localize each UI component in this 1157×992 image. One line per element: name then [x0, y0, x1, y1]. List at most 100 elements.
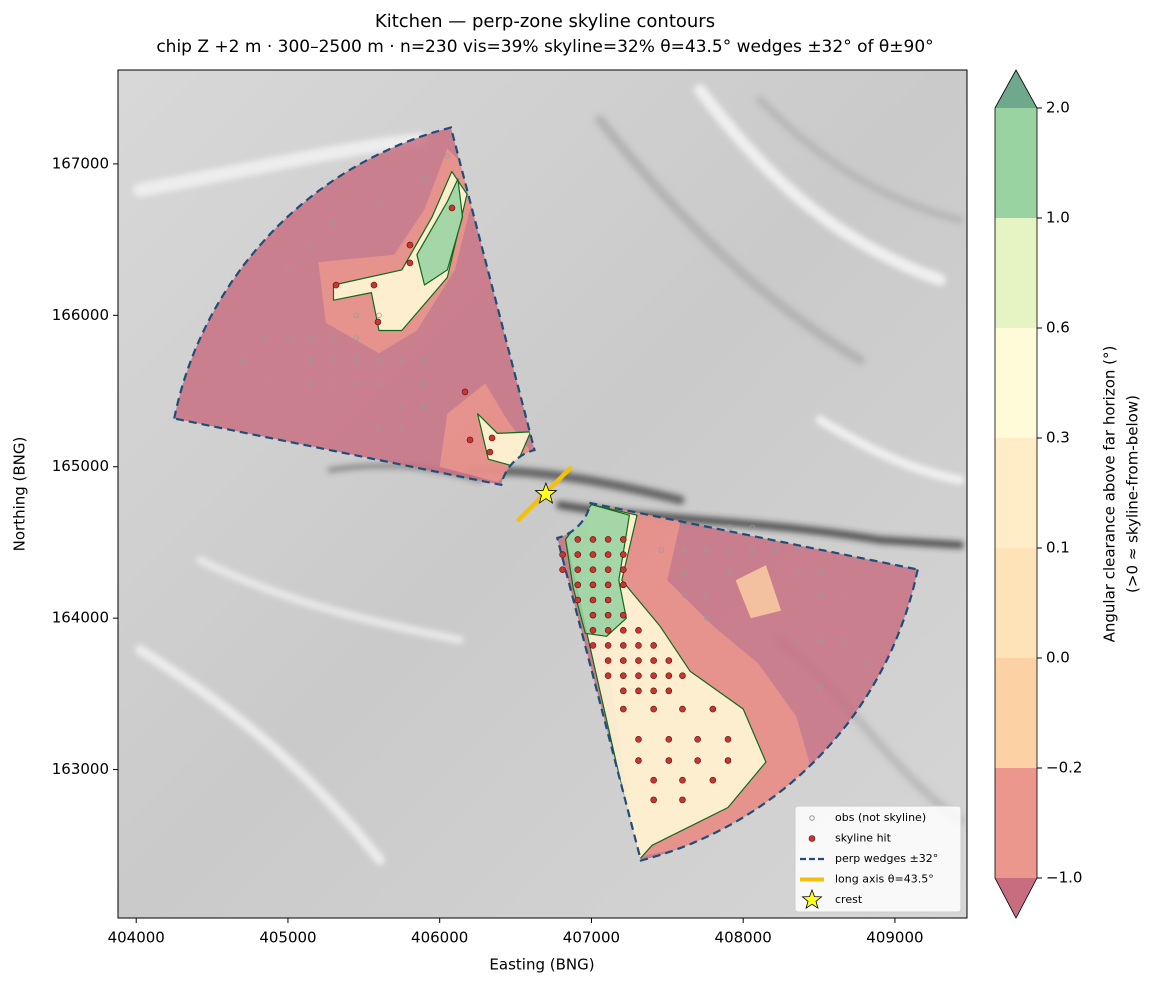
obs-point — [704, 592, 710, 599]
skyline-hit — [448, 204, 456, 212]
y-tick-label: 164000 — [52, 609, 109, 627]
skyline-hit — [620, 687, 627, 695]
chart-subtitle: chip Z +2 m · 300–2500 m · n=230 vis=39%… — [156, 37, 933, 57]
skyline-hit — [574, 551, 582, 558]
skyline-hit — [574, 566, 582, 574]
plot-area — [172, 126, 920, 862]
obs-point — [399, 426, 405, 432]
skyline-hit — [665, 736, 673, 743]
obs-point — [840, 592, 847, 599]
colorbar-tick-label: 0.1 — [1046, 539, 1070, 557]
colorbar-sublabel: (>0 ≈ skyline-from-below) — [1124, 395, 1142, 593]
colorbar-tick-label: 0.3 — [1046, 429, 1070, 447]
obs-point — [817, 592, 824, 599]
y-tick-label: 163000 — [52, 760, 109, 778]
skyline-hit — [635, 657, 642, 664]
skyline-hit — [694, 757, 701, 764]
obs-point — [704, 615, 710, 621]
skyline-hit — [665, 657, 673, 664]
skyline-hit — [604, 581, 612, 589]
contour-region — [332, 170, 468, 332]
skyline-hit — [635, 672, 642, 680]
skyline-hit — [604, 551, 612, 558]
obs-point — [353, 380, 359, 387]
obs-point — [681, 570, 687, 576]
skyline-hit — [370, 281, 378, 289]
legend-hit — [808, 835, 816, 842]
skyline-hit — [589, 611, 597, 619]
colorbar-label: Angular clearance above far horizon (°) — [1101, 346, 1119, 643]
skyline-hit — [604, 611, 612, 619]
skyline-hit — [620, 566, 627, 574]
skyline-hit — [709, 705, 717, 713]
skyline-hit — [620, 611, 627, 619]
colorbar-band — [995, 768, 1037, 878]
legend-box — [794, 805, 962, 913]
wedge-outline — [555, 501, 920, 862]
obs-point — [353, 312, 359, 319]
skyline-hit — [461, 388, 469, 396]
obs-point — [795, 570, 801, 576]
obs-point — [726, 524, 733, 531]
skyline-hit — [559, 566, 566, 574]
skyline-hit — [709, 776, 717, 784]
obs-point — [376, 199, 382, 205]
skyline-hit — [559, 551, 566, 558]
skyline-hit — [635, 626, 642, 634]
skyline-hit — [635, 736, 642, 743]
obs-point — [285, 335, 291, 341]
skyline-hit — [635, 687, 642, 695]
y-tick-label: 165000 — [52, 457, 109, 475]
obs-point — [726, 570, 733, 576]
obs-point — [749, 547, 755, 553]
obs-point — [376, 358, 382, 364]
skyline-hit — [679, 705, 686, 713]
obs-point — [376, 380, 382, 387]
skyline-hit — [650, 672, 657, 680]
skyline-hit — [635, 642, 642, 649]
x-tick-label: 408000 — [715, 929, 772, 947]
legend: obs (not skyline) skyline hit perp wedges … — [794, 805, 962, 913]
obs-point — [353, 335, 359, 341]
colorbar-band — [995, 328, 1037, 438]
obs-point — [795, 638, 801, 644]
skyline-hit — [574, 596, 582, 604]
skyline-hit — [694, 736, 701, 743]
obs-point — [330, 358, 337, 364]
skyline-hit — [724, 736, 732, 743]
obs-point — [840, 638, 847, 644]
skyline-hit — [650, 705, 657, 713]
skyline-hit — [589, 551, 597, 558]
obs-point — [444, 153, 450, 160]
skyline-hit — [589, 566, 597, 574]
x-tick-label: 406000 — [411, 929, 468, 947]
skyline-hit — [589, 596, 597, 604]
skyline-hit — [406, 259, 414, 267]
legend-label: long axis θ=43.5° — [835, 873, 934, 886]
colorbar-band — [995, 108, 1037, 218]
skyline-hit — [574, 581, 582, 589]
skyline-hit — [620, 626, 627, 634]
y-axis-label: Northing (BNG) — [11, 437, 29, 552]
colorbar-tick-label: −0.2 — [1046, 759, 1082, 777]
contour-regions — [318, 148, 812, 861]
skyline-hit — [679, 776, 686, 784]
skyline-hit — [486, 448, 494, 456]
legend-obs — [809, 815, 815, 821]
y-tick-label: 166000 — [52, 306, 109, 324]
colorbar-tick-label: 2.0 — [1046, 99, 1070, 117]
x-tick-label: 407000 — [563, 929, 620, 947]
obs-point — [681, 592, 687, 599]
skyline-hit — [620, 642, 627, 649]
colorbar-band — [995, 438, 1037, 548]
skyline-hit — [406, 241, 414, 249]
obs-point — [262, 335, 268, 341]
skyline-hit — [604, 626, 612, 634]
skyline-hit — [604, 536, 612, 543]
skyline-hit — [620, 657, 627, 664]
skyline-hit — [488, 434, 496, 442]
obs-point — [795, 547, 801, 553]
obs-point — [681, 524, 687, 531]
crest-star — [534, 481, 558, 504]
wedge-outline — [172, 126, 536, 487]
